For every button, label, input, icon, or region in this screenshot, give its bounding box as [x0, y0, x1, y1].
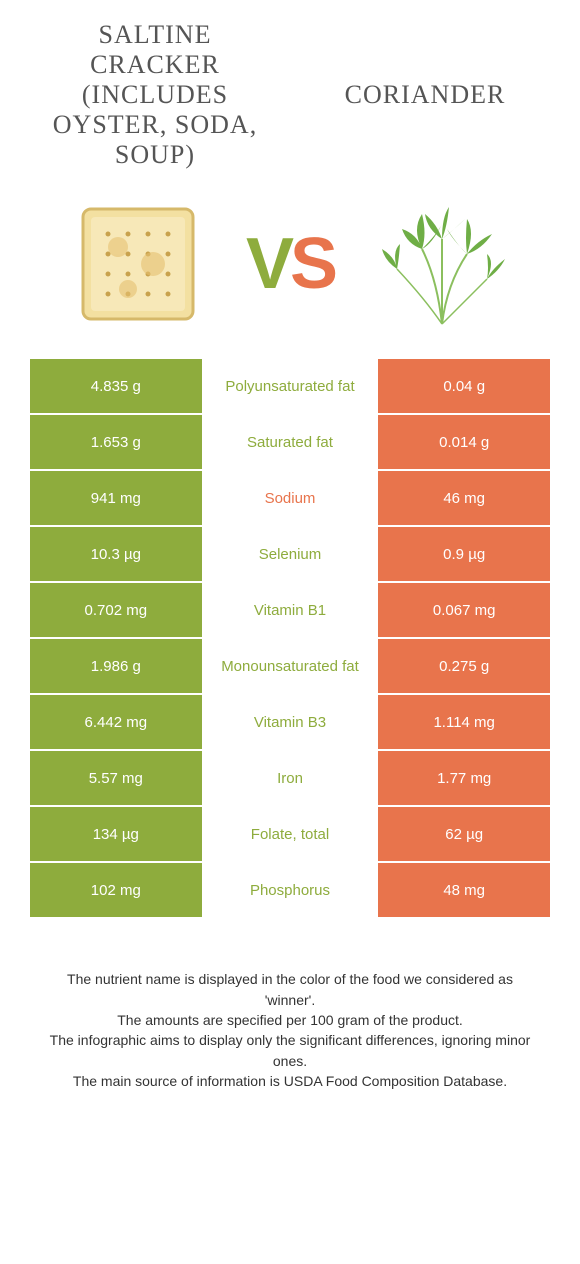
right-value: 62 µg [378, 807, 550, 861]
left-value: 134 µg [30, 807, 202, 861]
table-row: 4.835 gPolyunsaturated fat0.04 g [30, 359, 550, 415]
nutrient-label: Sodium [202, 471, 379, 525]
right-value: 0.067 mg [378, 583, 550, 637]
footnotes: The nutrient name is displayed in the co… [30, 969, 550, 1091]
right-value: 0.014 g [378, 415, 550, 469]
left-food-title: SALTINE CRACKER (INCLUDES OYSTER, SODA, … [30, 20, 290, 169]
left-value: 102 mg [30, 863, 202, 917]
nutrient-label: Folate, total [202, 807, 379, 861]
right-value: 48 mg [378, 863, 550, 917]
left-value: 5.57 mg [30, 751, 202, 805]
vs-v: V [246, 224, 290, 304]
nutrient-table: 4.835 gPolyunsaturated fat0.04 g1.653 gS… [30, 359, 550, 919]
table-row: 1.653 gSaturated fat0.014 g [30, 415, 550, 471]
left-value: 941 mg [30, 471, 202, 525]
coriander-image [334, 199, 550, 329]
footnote-line: The amounts are specified per 100 gram o… [40, 1010, 540, 1030]
footnote-line: The infographic aims to display only the… [40, 1030, 540, 1071]
nutrient-label: Saturated fat [202, 415, 379, 469]
footnote-line: The main source of information is USDA F… [40, 1071, 540, 1091]
nutrient-label: Polyunsaturated fat [202, 359, 379, 413]
right-value: 0.275 g [378, 639, 550, 693]
vs-row: VS [30, 199, 550, 329]
right-food-title: CORIANDER [290, 80, 550, 110]
right-value: 0.04 g [378, 359, 550, 413]
right-value: 1.77 mg [378, 751, 550, 805]
left-value: 1.986 g [30, 639, 202, 693]
nutrient-label: Phosphorus [202, 863, 379, 917]
vs-label: VS [246, 223, 334, 305]
right-value: 1.114 mg [378, 695, 550, 749]
table-row: 0.702 mgVitamin B10.067 mg [30, 583, 550, 639]
left-value: 6.442 mg [30, 695, 202, 749]
vs-s: S [290, 224, 334, 304]
left-value: 4.835 g [30, 359, 202, 413]
cracker-image [30, 199, 246, 329]
nutrient-label: Iron [202, 751, 379, 805]
right-value: 46 mg [378, 471, 550, 525]
nutrient-label: Vitamin B3 [202, 695, 379, 749]
footnote-line: The nutrient name is displayed in the co… [40, 969, 540, 1010]
left-value: 10.3 µg [30, 527, 202, 581]
table-row: 5.57 mgIron1.77 mg [30, 751, 550, 807]
nutrient-label: Monounsaturated fat [202, 639, 379, 693]
left-value: 1.653 g [30, 415, 202, 469]
table-row: 6.442 mgVitamin B31.114 mg [30, 695, 550, 751]
left-value: 0.702 mg [30, 583, 202, 637]
nutrient-label: Selenium [202, 527, 379, 581]
table-row: 134 µgFolate, total62 µg [30, 807, 550, 863]
right-value: 0.9 µg [378, 527, 550, 581]
table-row: 941 mgSodium46 mg [30, 471, 550, 527]
nutrient-label: Vitamin B1 [202, 583, 379, 637]
table-row: 1.986 gMonounsaturated fat0.275 g [30, 639, 550, 695]
table-row: 10.3 µgSelenium0.9 µg [30, 527, 550, 583]
table-row: 102 mgPhosphorus48 mg [30, 863, 550, 919]
